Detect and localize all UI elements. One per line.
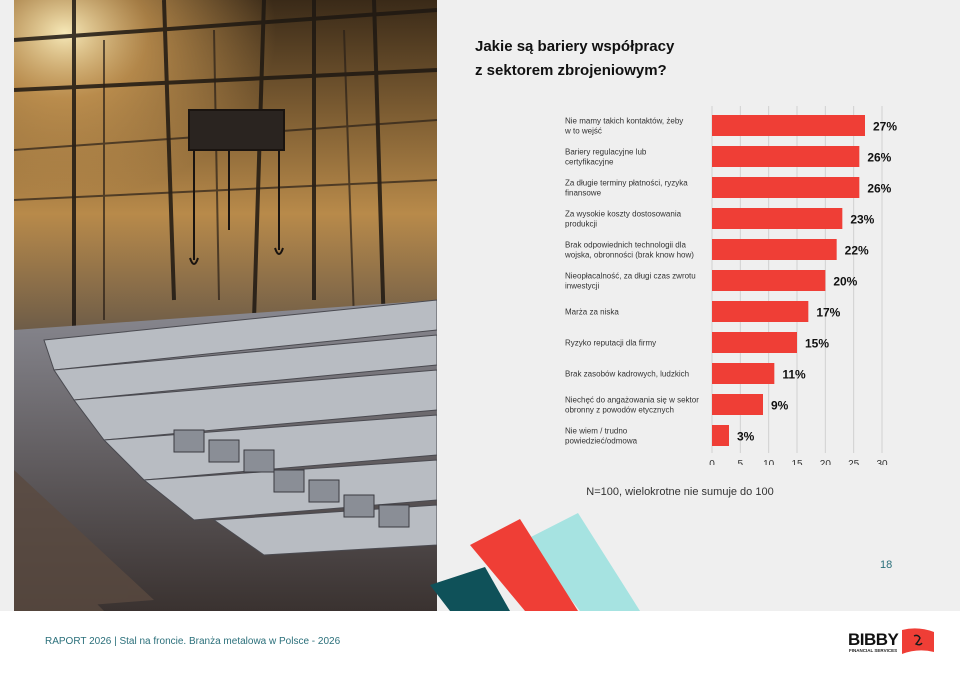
data-label: 20%	[833, 275, 857, 289]
chart-title: Jakie są bariery współpracy z sektorem z…	[475, 35, 775, 83]
category-label: Ryzyko reputacji dla firmy	[565, 339, 656, 348]
bar	[712, 146, 860, 167]
category-label: Nieopłacalność, za długi czas zwrotu inwe…	[565, 272, 696, 291]
category-label: Niechęć do angażowania się w sektor obron…	[565, 396, 699, 415]
logo-word: BIBBY	[848, 630, 899, 649]
category-label-line: certyfikacyjne	[565, 158, 614, 167]
category-label: Nie mamy takich kontaktów, żeby w to wejś…	[564, 117, 683, 136]
category-label: Marża za niska	[565, 308, 619, 317]
data-label: 3%	[737, 430, 755, 444]
stripe-red	[470, 519, 578, 611]
category-label-line: Ryzyko reputacji dla firmy	[565, 339, 656, 348]
bar	[712, 394, 763, 415]
category-label: Nie wiem / trudno powiedzieć/odmowa	[565, 427, 638, 446]
bar	[712, 425, 729, 446]
data-label: 27%	[873, 120, 897, 134]
data-label: 15%	[805, 337, 829, 351]
category-label-line: inwestycji	[565, 282, 599, 291]
bar	[712, 301, 809, 322]
category-label-line: Nieopłacalność, za długi czas zwrotu	[565, 272, 696, 281]
x-tick-label: 30	[876, 459, 888, 465]
data-label: 26%	[867, 151, 891, 165]
chart-title-line: Jakie są bariery współpracy	[475, 38, 675, 55]
data-label: 26%	[867, 182, 891, 196]
flag-icon	[902, 628, 934, 654]
category-label: Za wysokie koszty dostosowania produkcji	[565, 210, 682, 229]
data-label: 17%	[816, 306, 840, 320]
category-label-line: w to wejść	[564, 127, 602, 136]
category-label-line: Nie mamy takich kontaktów, żeby	[565, 117, 683, 126]
bar	[712, 208, 843, 229]
decorative-stripes	[430, 505, 640, 616]
category-label: Brak odpowiednich technologii dla wojska,…	[564, 241, 694, 260]
category-label-line: Nie wiem / trudno	[565, 427, 628, 436]
category-label-line: Marża za niska	[565, 308, 619, 317]
bar	[712, 332, 797, 353]
category-label-line: finansowe	[565, 189, 602, 198]
category-label-line: Bariery regulacyjne lub	[565, 148, 647, 157]
category-label-line: Niechęć do angażowania się w sektor	[565, 396, 699, 405]
x-tick-label: 25	[848, 459, 860, 465]
category-label-line: produkcji	[565, 220, 597, 229]
x-tick-label: 10	[763, 459, 775, 465]
bar	[712, 239, 837, 260]
category-label-line: Brak zasobów kadrowych, ludzkich	[565, 370, 689, 379]
category-label-line: Za wysokie koszty dostosowania	[565, 210, 682, 219]
sample-note: N=100, wielokrotne nie sumuje do 100	[586, 486, 774, 498]
bar-chart-svg: 0 5 10 15 20 25 30 27% Nie mamy takich kontaktów…	[564, 106, 897, 470]
bar	[712, 115, 865, 136]
chart-title-line: z sektorem zbrojeniowym?	[475, 62, 667, 79]
category-label-line: Za długie terminy płatności, ryzyka	[565, 179, 688, 188]
category-label-line: powiedzieć/odmowa	[565, 437, 638, 446]
footer-text: RAPORT 2026 | Stal na froncie. Branża me…	[45, 636, 341, 647]
stripe-teal	[525, 513, 640, 611]
x-tick-label: 5	[738, 459, 744, 465]
x-tick-label: 15	[791, 459, 803, 465]
category-label: Bariery regulacyjne lub certyfikacyjne	[565, 148, 647, 167]
data-label: 11%	[782, 368, 806, 382]
category-label-line: wojska, obronności (brak know how)	[564, 251, 694, 260]
page-number: 18	[880, 559, 893, 571]
data-label: 22%	[845, 244, 869, 258]
bar	[712, 177, 860, 198]
x-tick-label: 20	[820, 459, 832, 465]
x-tick-label: 0	[709, 459, 715, 465]
category-label-line: obronny z powodów etycznych	[565, 406, 674, 415]
stripe-dark-teal	[430, 567, 510, 611]
category-label: Brak zasobów kadrowych, ludzkich	[565, 370, 689, 379]
data-label: 9%	[771, 399, 789, 413]
bar	[712, 363, 775, 384]
category-label: Za długie terminy płatności, ryzyka finan…	[565, 179, 688, 198]
logo-subtitle: FINANCIAL SERVICES	[849, 648, 898, 653]
bar	[712, 270, 826, 291]
data-label: 23%	[850, 213, 874, 227]
category-label-line: Brak odpowiednich technologii dla	[565, 241, 687, 250]
steel-mill-photo	[14, 0, 437, 611]
bar-chart: 0 5 10 15 20 25 30 27% Nie mamy takich kontaktów…	[555, 100, 915, 470]
